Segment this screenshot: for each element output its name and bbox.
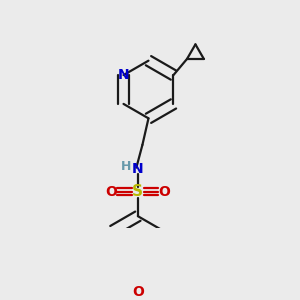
Text: O: O [132, 285, 144, 299]
Text: N: N [132, 162, 144, 176]
Text: S: S [132, 184, 143, 200]
Text: N: N [118, 68, 129, 82]
Text: O: O [158, 185, 170, 199]
Text: H: H [121, 160, 131, 172]
Text: O: O [105, 185, 117, 199]
